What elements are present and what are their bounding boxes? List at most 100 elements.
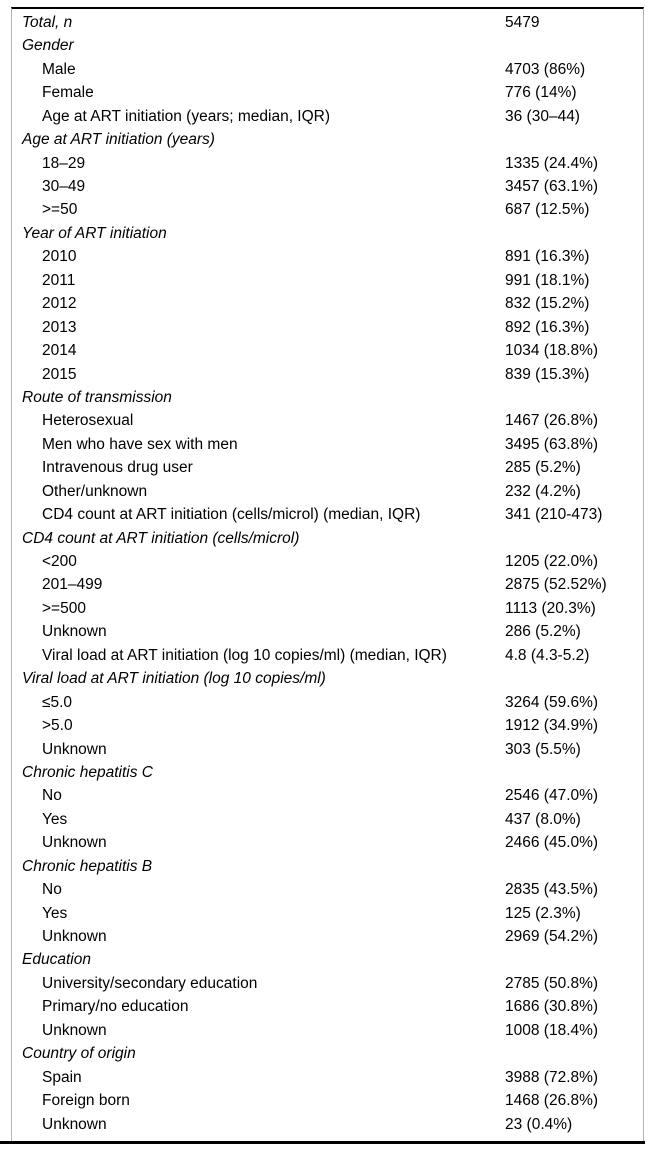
row-label: >=50 — [42, 201, 78, 219]
table-row: Viral load at ART initiation (log 10 cop… — [12, 667, 643, 690]
row-value: 3457 (63.1%) — [505, 178, 599, 196]
row-value: 5479 — [505, 13, 540, 31]
row-label: Unknown — [42, 928, 107, 946]
table-row: Age at ART initiation (years; median, IQ… — [12, 105, 643, 128]
table-row: No 2835 (43.5%) — [12, 878, 643, 901]
table-row: No 2546 (47.0%) — [12, 784, 643, 807]
row-value: 1912 (34.9%) — [505, 717, 599, 735]
row-label: 2011 — [42, 271, 76, 289]
row-label: Other/unknown — [42, 482, 148, 500]
row-label: Total, n — [22, 13, 73, 31]
row-label: 2012 — [42, 295, 77, 313]
row-label: 2015 — [42, 365, 77, 383]
table-row: ≤5.0 3264 (59.6%) — [12, 691, 643, 714]
row-label: Year of ART initiation — [22, 224, 167, 242]
table-row: Age at ART initiation (years) — [12, 128, 643, 151]
row-value: 1205 (22.0%) — [505, 553, 599, 571]
row-value: 3495 (63.8%) — [505, 435, 599, 453]
table-row: Primary/no education 1686 (30.8%) — [12, 995, 643, 1018]
row-label: 2010 — [42, 248, 77, 266]
row-label: Country of origin — [22, 1045, 136, 1063]
table-row: Intravenous drug user 285 (5.2%) — [12, 456, 643, 479]
row-value: 4703 (86%) — [505, 60, 586, 78]
row-label: Unknown — [42, 834, 107, 852]
row-value: 1008 (18.4%) — [505, 1021, 599, 1039]
table-row: Gender — [12, 34, 643, 57]
table-rows: Total, n 5479 Gender Male 4703 (86%) Fem… — [12, 9, 643, 1136]
row-value: 1113 (20.3%) — [505, 599, 596, 617]
row-value: 839 (15.3%) — [505, 365, 590, 383]
table-row: Total, n 5479 — [12, 11, 643, 34]
characteristics-table: Total, n 5479 Gender Male 4703 (86%) Fem… — [11, 7, 644, 1142]
row-value: 1034 (18.8%) — [505, 342, 599, 360]
table-row: Male 4703 (86%) — [12, 58, 643, 81]
table-row: Unknown 1008 (18.4%) — [12, 1019, 643, 1042]
table-row: 201–499 2875 (52.52%) — [12, 574, 643, 597]
table-row: 2012 832 (15.2%) — [12, 292, 643, 315]
row-label: Gender — [22, 37, 74, 55]
row-value: 892 (16.3%) — [505, 318, 590, 336]
row-label: Viral load at ART initiation (log 10 cop… — [42, 646, 447, 664]
row-label: Education — [22, 951, 91, 969]
row-value: 341 (210-473) — [505, 506, 603, 524]
table-row: Route of transmission — [12, 386, 643, 409]
row-label: Unknown — [42, 623, 107, 641]
row-value: 2466 (45.0%) — [505, 834, 599, 852]
row-value: 303 (5.5%) — [505, 740, 581, 758]
row-value: 285 (5.2%) — [505, 459, 581, 477]
row-label: 30–49 — [42, 178, 86, 196]
row-value: 36 (30–44) — [505, 107, 580, 125]
table-row: Yes 437 (8.0%) — [12, 808, 643, 831]
row-label: >=500 — [42, 599, 86, 617]
row-label: Primary/no education — [42, 998, 189, 1016]
row-label: No — [42, 787, 62, 805]
table-row: 2013 892 (16.3%) — [12, 316, 643, 339]
row-value: 991 (18.1%) — [505, 271, 590, 289]
row-label: Intravenous drug user — [42, 459, 193, 477]
row-value: 776 (14%) — [505, 84, 577, 102]
row-label: CD4 count at ART initiation (cells/micro… — [42, 506, 421, 524]
row-value: 1686 (30.8%) — [505, 998, 599, 1016]
row-label: Age at ART initiation (years; median, IQ… — [42, 107, 331, 125]
table-row: Chronic hepatitis B — [12, 855, 643, 878]
row-label: Heterosexual — [42, 412, 134, 430]
row-value: 125 (2.3%) — [505, 904, 581, 922]
row-label: ≤5.0 — [42, 693, 73, 711]
table-row: Year of ART initiation — [12, 222, 643, 245]
table-row: Heterosexual 1467 (26.8%) — [12, 409, 643, 432]
row-value: 891 (16.3%) — [505, 248, 590, 266]
table-row: Spain 3988 (72.8%) — [12, 1066, 643, 1089]
row-label: Yes — [42, 904, 68, 922]
row-label: Foreign born — [42, 1092, 130, 1110]
table-row: >=50 687 (12.5%) — [12, 199, 643, 222]
row-label: 2013 — [42, 318, 77, 336]
row-label: Men who have sex with men — [42, 435, 238, 453]
row-label: Female — [42, 84, 94, 102]
table-row: Yes 125 (2.3%) — [12, 902, 643, 925]
row-value: 3988 (72.8%) — [505, 1068, 599, 1086]
table-row: 2011 991 (18.1%) — [12, 269, 643, 292]
table-row: Unknown 303 (5.5%) — [12, 738, 643, 761]
row-label: Chronic hepatitis B — [22, 857, 153, 875]
row-value: 687 (12.5%) — [505, 201, 590, 219]
table-row: 2010 891 (16.3%) — [12, 245, 643, 268]
table-row: Education — [12, 949, 643, 972]
table-row: Foreign born 1468 (26.8%) — [12, 1089, 643, 1112]
row-label: <200 — [42, 553, 77, 571]
table-row: 30–49 3457 (63.1%) — [12, 175, 643, 198]
row-label: University/secondary education — [42, 974, 258, 992]
table-row: 2015 839 (15.3%) — [12, 363, 643, 386]
row-value: 832 (15.2%) — [505, 295, 590, 313]
table-row: Unknown 286 (5.2%) — [12, 620, 643, 643]
row-label: Spain — [42, 1068, 82, 1086]
row-label: Unknown — [42, 740, 107, 758]
row-value: 1468 (26.8%) — [505, 1092, 599, 1110]
row-value: 286 (5.2%) — [505, 623, 581, 641]
row-value: 1467 (26.8%) — [505, 412, 599, 430]
row-label: Unknown — [42, 1021, 107, 1039]
row-value: 3264 (59.6%) — [505, 693, 599, 711]
row-label: Unknown — [42, 1115, 107, 1133]
row-label: 18–29 — [42, 154, 86, 172]
row-label: Age at ART initiation (years) — [22, 131, 215, 149]
table-row: Viral load at ART initiation (log 10 cop… — [12, 644, 643, 667]
